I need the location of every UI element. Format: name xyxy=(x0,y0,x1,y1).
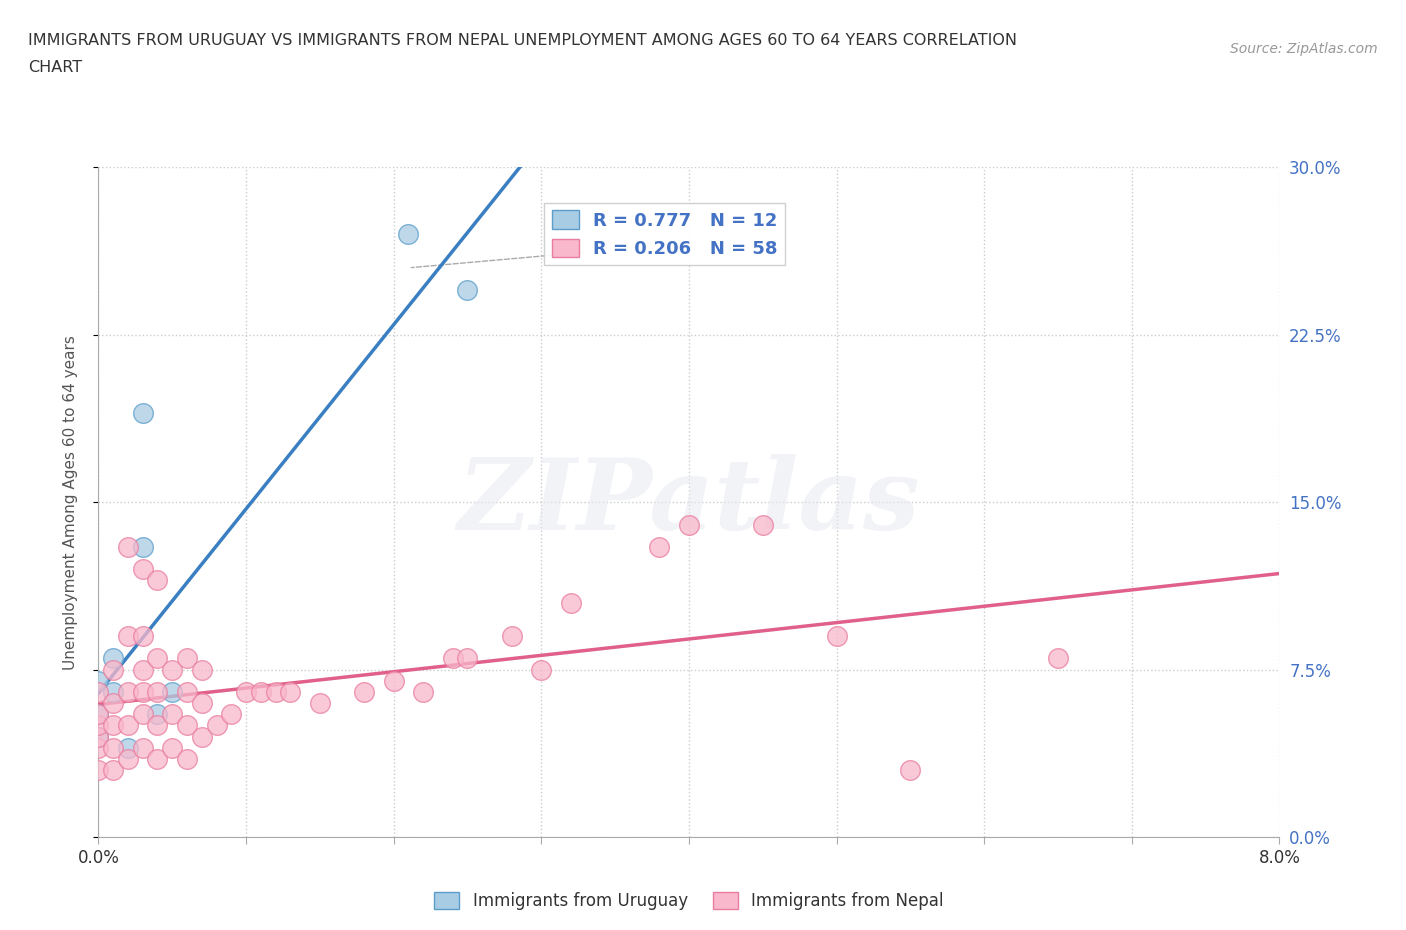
Point xyxy=(176,718,198,733)
Point xyxy=(176,751,198,766)
Point xyxy=(87,740,110,755)
Point xyxy=(456,283,478,298)
Point xyxy=(87,729,110,744)
Point xyxy=(412,684,434,699)
Point xyxy=(162,707,183,722)
Point xyxy=(501,629,523,644)
Point xyxy=(117,629,139,644)
Text: CHART: CHART xyxy=(28,60,82,75)
Point xyxy=(146,751,169,766)
Point xyxy=(103,651,125,666)
Point xyxy=(132,707,155,722)
Point xyxy=(441,651,464,666)
Text: Source: ZipAtlas.com: Source: ZipAtlas.com xyxy=(1230,42,1378,56)
Point xyxy=(103,696,125,711)
Point xyxy=(382,673,405,688)
Point xyxy=(678,517,700,532)
Point xyxy=(162,740,183,755)
Point xyxy=(117,718,139,733)
Point xyxy=(146,707,169,722)
Point xyxy=(132,662,155,677)
Point xyxy=(396,227,419,242)
Y-axis label: Unemployment Among Ages 60 to 64 years: Unemployment Among Ages 60 to 64 years xyxy=(63,335,77,670)
Point xyxy=(132,740,155,755)
Point xyxy=(278,684,302,699)
Point xyxy=(103,684,125,699)
Point xyxy=(103,718,125,733)
Point xyxy=(87,673,110,688)
Point xyxy=(117,740,139,755)
Point xyxy=(87,718,110,733)
Point xyxy=(117,751,139,766)
Point xyxy=(900,763,922,777)
Point xyxy=(264,684,287,699)
Point xyxy=(560,595,582,610)
Point xyxy=(191,729,214,744)
Point xyxy=(117,539,139,554)
Point xyxy=(1046,651,1069,666)
Point xyxy=(308,696,332,711)
Point xyxy=(103,740,125,755)
Point xyxy=(117,684,139,699)
Point xyxy=(162,684,183,699)
Text: IMMIGRANTS FROM URUGUAY VS IMMIGRANTS FROM NEPAL UNEMPLOYMENT AMONG AGES 60 TO 6: IMMIGRANTS FROM URUGUAY VS IMMIGRANTS FR… xyxy=(28,33,1017,47)
Point xyxy=(235,684,257,699)
Point xyxy=(87,684,110,699)
Point xyxy=(87,729,110,744)
Point xyxy=(191,662,214,677)
Point xyxy=(146,718,169,733)
Point xyxy=(87,707,110,722)
Point xyxy=(648,539,671,554)
Point xyxy=(103,662,125,677)
Point xyxy=(132,539,155,554)
Point xyxy=(103,763,125,777)
Point xyxy=(176,651,198,666)
Legend: Immigrants from Uruguay, Immigrants from Nepal: Immigrants from Uruguay, Immigrants from… xyxy=(427,885,950,917)
Point xyxy=(132,684,155,699)
Point xyxy=(353,684,375,699)
Point xyxy=(191,696,214,711)
Point xyxy=(146,684,169,699)
Point xyxy=(751,517,773,532)
Point xyxy=(456,651,478,666)
Point xyxy=(132,562,155,577)
Point xyxy=(87,763,110,777)
Point xyxy=(87,707,110,722)
Point xyxy=(146,573,169,588)
Point xyxy=(162,662,183,677)
Point xyxy=(205,718,228,733)
Point xyxy=(132,629,155,644)
Point xyxy=(250,684,273,699)
Point xyxy=(530,662,553,677)
Point xyxy=(146,651,169,666)
Point xyxy=(176,684,198,699)
Point xyxy=(132,405,155,420)
Text: ZIPatlas: ZIPatlas xyxy=(458,454,920,551)
Point xyxy=(825,629,848,644)
Point xyxy=(219,707,242,722)
